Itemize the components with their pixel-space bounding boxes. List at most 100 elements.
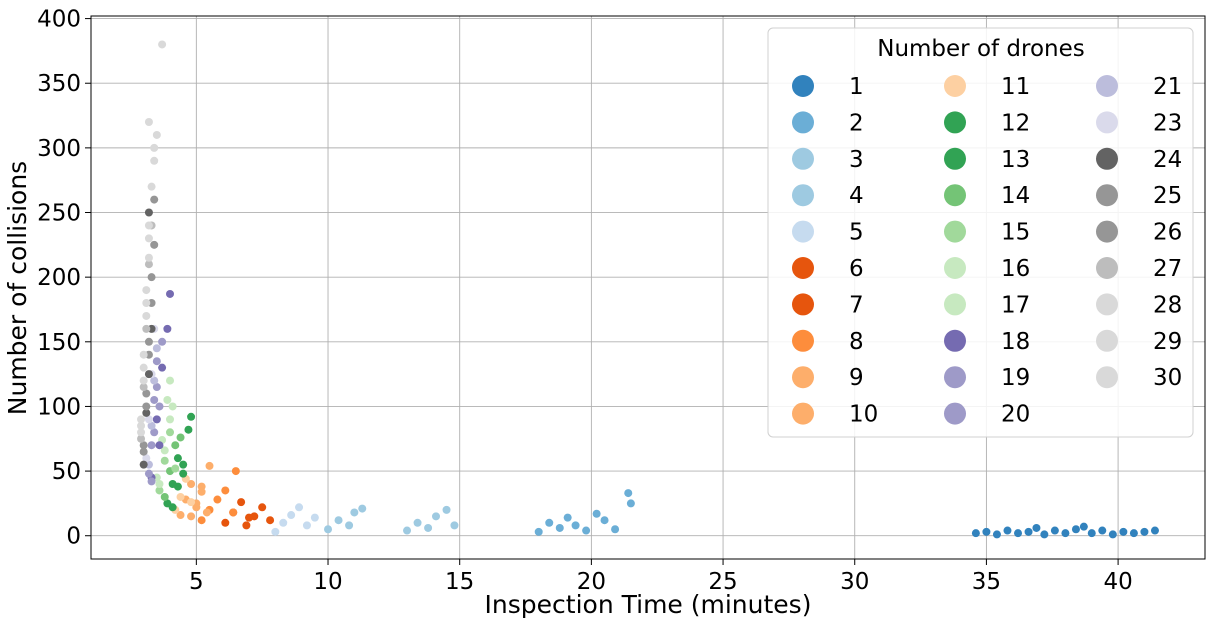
legend-marker: [1096, 366, 1118, 389]
legend-label: 27: [1153, 256, 1182, 282]
series-29: [137, 156, 159, 430]
legend-label: 30: [1153, 365, 1182, 391]
y-tick-label: 300: [37, 136, 81, 162]
data-point: [592, 509, 601, 518]
data-point: [221, 518, 230, 527]
data-point: [187, 480, 196, 489]
legend-label: 9: [849, 365, 864, 391]
data-point: [142, 311, 151, 320]
series-15: [155, 428, 180, 495]
data-point: [150, 376, 159, 385]
legend-marker: [944, 184, 966, 207]
legend-item-6: 6: [792, 256, 864, 282]
legend-item-11: 11: [944, 74, 1030, 100]
data-point: [147, 182, 156, 191]
data-point: [150, 240, 159, 249]
data-point: [160, 456, 169, 465]
series-10: [176, 480, 206, 520]
data-point: [142, 389, 151, 398]
legend-item-13: 13: [944, 147, 1030, 173]
legend-marker: [1096, 220, 1118, 243]
data-point: [173, 454, 182, 463]
legend-marker: [792, 75, 814, 97]
data-point: [144, 253, 153, 262]
x-tick-label: 20: [577, 569, 606, 595]
data-point: [545, 518, 554, 527]
legend-item-3: 3: [792, 147, 864, 173]
data-point: [345, 521, 354, 530]
legend-marker: [1096, 293, 1118, 316]
data-point: [1129, 529, 1138, 538]
y-axis-ticks: 0 50 100 150 200 250 300 350 400: [37, 7, 91, 550]
data-point: [163, 499, 172, 508]
data-point: [310, 513, 319, 522]
data-point: [358, 504, 367, 513]
series-20: [144, 357, 161, 478]
data-point: [1119, 527, 1128, 536]
data-point: [187, 498, 196, 507]
data-point: [1050, 526, 1059, 535]
legend-item-14: 14: [944, 183, 1030, 209]
data-point: [271, 527, 280, 536]
data-point: [534, 527, 543, 536]
data-point: [202, 508, 211, 517]
data-point: [287, 511, 296, 520]
data-point: [168, 402, 177, 411]
legend-marker: [792, 220, 814, 243]
legend-marker: [792, 257, 814, 279]
data-point: [626, 499, 635, 508]
data-point: [166, 415, 175, 424]
data-point: [187, 512, 196, 521]
data-point: [1071, 525, 1080, 534]
legend-marker: [1096, 75, 1118, 97]
y-tick-label: 350: [37, 71, 81, 97]
data-point: [139, 363, 148, 372]
data-point: [413, 518, 422, 527]
data-point: [431, 512, 440, 521]
data-point: [611, 525, 620, 534]
y-tick-label: 400: [37, 7, 81, 33]
data-point: [179, 469, 188, 478]
data-point: [302, 521, 311, 530]
series-1: [971, 522, 1159, 539]
data-point: [142, 299, 151, 308]
data-point: [197, 487, 206, 496]
data-point: [1108, 530, 1117, 539]
legend-label: 13: [1001, 147, 1030, 173]
legend-marker: [944, 220, 966, 243]
legend-marker: [792, 329, 814, 352]
series-17: [152, 376, 175, 482]
data-point: [1098, 526, 1107, 535]
legend-label: 19: [1001, 365, 1030, 391]
legend-marker: [792, 111, 814, 134]
data-point: [137, 434, 146, 443]
y-tick-label: 250: [37, 201, 81, 227]
data-point: [160, 446, 169, 455]
legend-item-5: 5: [792, 220, 864, 246]
legend-item-28: 28: [1096, 292, 1182, 318]
data-point: [137, 421, 146, 430]
data-point: [144, 370, 153, 379]
x-axis-ticks: 5 10 15 20 25 30 35 40: [189, 559, 1133, 595]
data-point: [571, 521, 580, 530]
x-tick-label: 10: [313, 569, 342, 595]
data-point: [1079, 522, 1088, 531]
data-point: [1040, 530, 1049, 539]
legend-marker: [944, 366, 966, 389]
legend-item-10: 10: [792, 402, 878, 428]
data-point: [147, 273, 156, 282]
legend-label: 18: [1001, 329, 1030, 355]
y-tick-label: 0: [66, 524, 81, 550]
data-point: [150, 156, 159, 165]
legend-marker: [792, 402, 814, 425]
data-point: [152, 383, 161, 392]
legend-item-4: 4: [792, 183, 864, 209]
data-point: [166, 428, 175, 437]
legend-marker: [792, 184, 814, 207]
legend-label: 16: [1001, 256, 1030, 282]
legend-label: 7: [849, 292, 864, 318]
data-point: [144, 234, 153, 243]
legend-marker: [1096, 147, 1118, 170]
legend-label: 28: [1153, 292, 1182, 318]
series-4: [324, 504, 367, 534]
